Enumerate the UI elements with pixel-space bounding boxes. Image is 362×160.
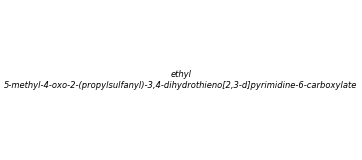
- Text: ethyl 5-methyl-4-oxo-2-(propylsulfanyl)-3,4-dihydrothieno[2,3-d]pyrimidine-6-car: ethyl 5-methyl-4-oxo-2-(propylsulfanyl)-…: [4, 70, 358, 90]
